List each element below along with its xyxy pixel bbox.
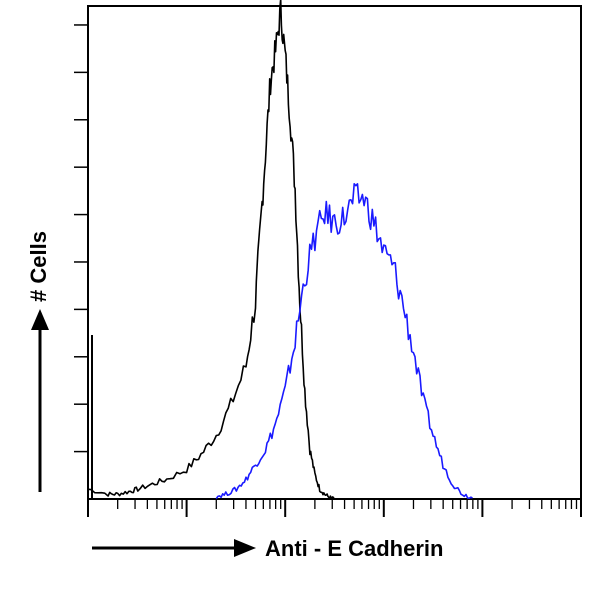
y-axis-label-group: # Cells	[26, 231, 51, 492]
x-axis-arrow-head	[234, 539, 256, 557]
y-axis-label: # Cells	[26, 231, 51, 302]
y-axis-arrow-head	[31, 309, 49, 330]
x-axis-label-group: Anti - E Cadherin	[92, 536, 443, 561]
x-axis-ticks	[87, 499, 582, 517]
y-axis-ticks	[74, 24, 88, 453]
series-line-1	[87, 0, 336, 500]
series-layer	[87, 0, 473, 500]
x-axis-label: Anti - E Cadherin	[265, 536, 443, 561]
series-line-2	[215, 183, 473, 500]
plot-frame	[87, 5, 582, 500]
